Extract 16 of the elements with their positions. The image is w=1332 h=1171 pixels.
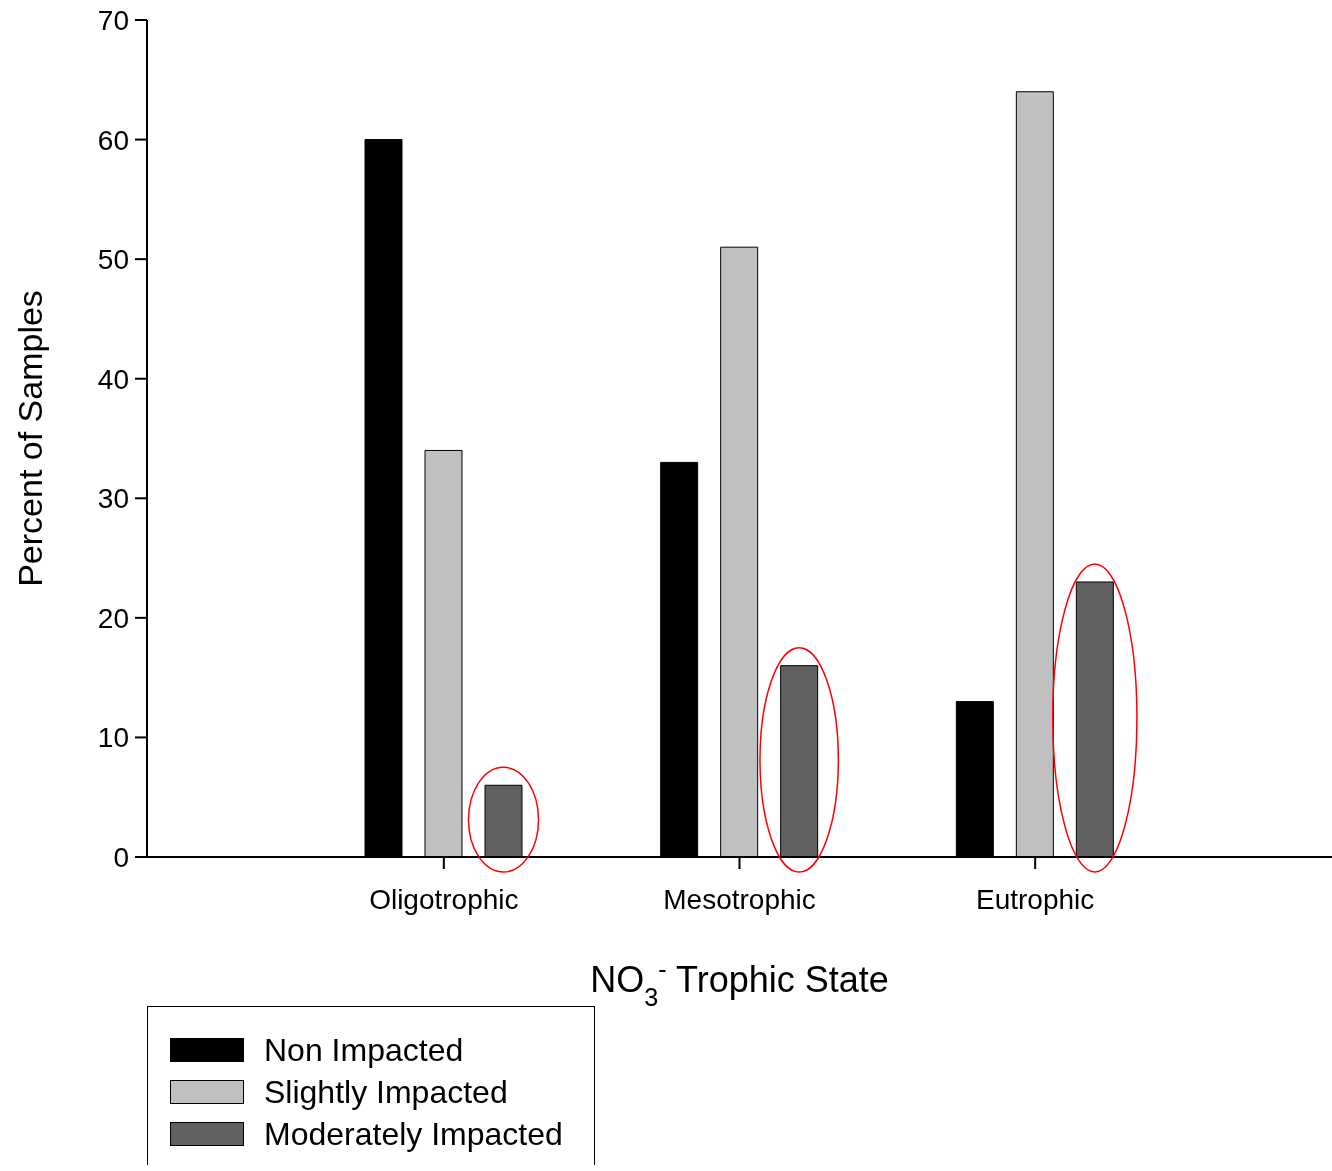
legend-label: Moderately Impacted [264,1115,563,1153]
y-tick-label: 50 [97,244,129,276]
y-tick-label: 30 [97,483,129,515]
x-tick-label: Mesotrophic [663,883,816,915]
y-tick-label: 0 [113,841,129,873]
y-tick-label: 10 [97,722,129,754]
legend-label: Slightly Impacted [264,1073,508,1111]
y-tick-label: 40 [97,363,129,395]
x-tick-label: Oligotrophic [369,883,519,915]
legend-label: Non Impacted [264,1031,464,1069]
y-tick-label: 20 [97,602,129,634]
y-tick-label: 70 [97,4,129,36]
x-axis-title: NO$_{3}$$^{-}$ Trophic State [590,955,889,1011]
y-tick-label: 60 [97,124,129,156]
y-axis-title: Percent of Samples [11,290,49,587]
x-tick-label: Eutrophic [976,883,1095,915]
